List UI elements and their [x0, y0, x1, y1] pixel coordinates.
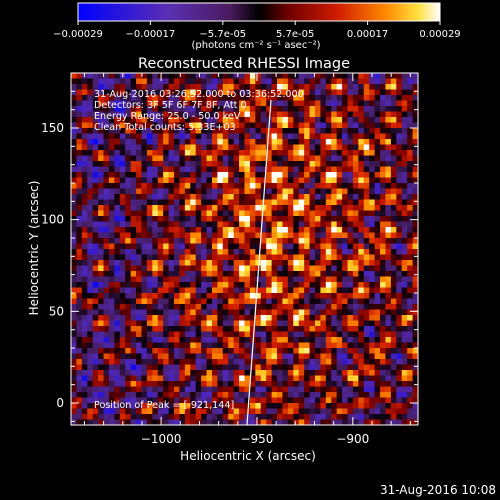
colorbar-tick-labels: −0.00029 −0.00017 −5.7e-05 5.7e-05 0.00017 0.… — [53, 29, 461, 40]
colorbar-tick-label: −5.7e-05 — [199, 29, 246, 40]
colorbar-tick-label: −0.00017 — [126, 29, 176, 40]
footer-timestamp: 31-Aug-2016 10:08 — [380, 483, 496, 497]
colorbar-tick-label: 0.00029 — [419, 29, 460, 40]
colorbar-tick-label: −0.00029 — [53, 29, 103, 40]
image-title: Reconstructed RHESSI Image — [138, 56, 350, 72]
x-tick-label: −950 — [240, 432, 273, 446]
x-axis-label: Heliocentric X (arcsec) — [180, 449, 316, 463]
y-tick-label: 100 — [41, 213, 64, 227]
plot-area: 31-Aug-2016 03:26:52.000 to 03:36:52.000… — [70, 72, 419, 426]
limb-line — [246, 99, 272, 426]
colorbar-tick-label: 5.7e-05 — [276, 29, 314, 40]
info-block: 31-Aug-2016 03:26:52.000 to 03:36:52.000… — [94, 89, 304, 133]
y-tick-label: 0 — [56, 396, 64, 410]
colorbar-gradient — [77, 2, 441, 22]
reconstructed-image-heatmap — [71, 73, 418, 425]
info-detectors: Detectors: 3F 5F 6F 7F 8F, Att 0 — [94, 100, 247, 111]
y-tick-label: 150 — [41, 121, 64, 135]
y-axis: 0 50 100 150 — [41, 90, 418, 422]
x-tick-label: −900 — [336, 432, 369, 446]
info-time-range: 31-Aug-2016 03:26:52.000 to 03:36:52.000 — [94, 89, 304, 100]
colorbar-ticks — [77, 21, 441, 25]
y-tick-label: 50 — [49, 304, 64, 318]
peak-position-label: Position of Peak = [-921,144] — [94, 400, 234, 411]
x-tick-label: −1000 — [141, 432, 182, 446]
colorbar-unit-label: (photons cm⁻² s⁻¹ asec⁻²) — [191, 40, 320, 51]
info-total-counts: Clean Total counts: 5.33E+03 — [94, 122, 236, 133]
x-axis: −1000 −950 −900 — [83, 73, 411, 446]
colorbar-tick-label: 0.00017 — [347, 29, 388, 40]
colorbar: −0.00029 −0.00017 −5.7e-05 5.7e-05 0.00017 0.… — [53, 2, 461, 51]
plot-frame — [70, 72, 419, 426]
info-energy-range: Energy Range: 25.0 - 50.0 keV — [94, 111, 241, 122]
y-axis-label: Heliocentric Y (arcsec) — [27, 181, 41, 316]
